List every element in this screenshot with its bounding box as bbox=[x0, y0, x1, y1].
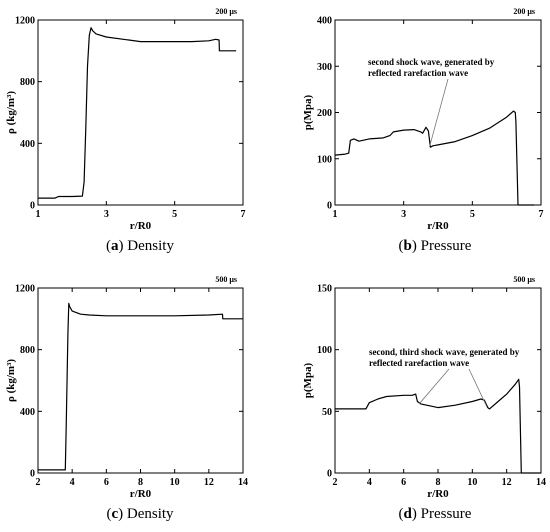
y-axis-label: p(Mpa) bbox=[302, 94, 314, 130]
panel-caption: (b) Pressure bbox=[399, 238, 472, 254]
panel-caption: (d) Pressure bbox=[399, 506, 472, 522]
caption-paren: ) bbox=[412, 238, 421, 254]
y-axis-label: p(Mpa) bbox=[302, 362, 314, 398]
x-tick-label: 8 bbox=[138, 477, 143, 488]
series-line bbox=[335, 378, 541, 474]
y-tick-label: 400 bbox=[317, 16, 332, 27]
x-tick-label: 3 bbox=[401, 209, 406, 220]
x-axis-label: r/R0 bbox=[427, 488, 449, 500]
y-axis-label: ρ (kg/m³) bbox=[5, 359, 17, 402]
y-tick-label: 400 bbox=[20, 139, 35, 150]
x-tick-label: 1 bbox=[333, 209, 338, 220]
chart-c: 2 4 6 8 10 12 14 0 400 800 1200 r/R0 ρ (kg/m³) 500 μs… bbox=[5, 275, 248, 522]
caption-paren: ( bbox=[106, 506, 111, 522]
chart-a: 1 3 5 7 0 400 800 1200 r/R0 ρ (kg/m³) 200 μs (a) De… bbox=[5, 7, 246, 254]
caption-paren: ( bbox=[399, 238, 404, 254]
time-label: 200 μs bbox=[215, 7, 237, 16]
x-tick-label: 4 bbox=[367, 477, 372, 488]
y-tick-label: 0 bbox=[327, 201, 332, 212]
y-tick-label: 0 bbox=[30, 469, 35, 480]
time-label: 500 μs bbox=[215, 275, 237, 284]
plot-frame bbox=[37, 19, 244, 206]
y-tick-label: 800 bbox=[20, 345, 35, 356]
x-tick-label: 7 bbox=[539, 209, 544, 220]
x-tick-label: 6 bbox=[104, 477, 109, 488]
panel-caption: (a) Density bbox=[106, 238, 174, 254]
panel-caption: (c) Density bbox=[106, 506, 174, 522]
x-tick-label: 4 bbox=[70, 477, 75, 488]
caption-letter: d bbox=[404, 506, 413, 522]
x-tick-label: 5 bbox=[172, 209, 177, 220]
x-tick-label: 8 bbox=[436, 477, 441, 488]
annotation-leader bbox=[429, 78, 449, 148]
x-tick-label: 14 bbox=[238, 477, 248, 488]
caption-paren: ( bbox=[106, 238, 111, 254]
y-tick-label: 400 bbox=[20, 407, 35, 418]
caption-text: Density bbox=[127, 506, 174, 522]
caption-text: Density bbox=[127, 238, 174, 254]
annotation-text: reflected rarefaction wave bbox=[369, 358, 469, 368]
x-tick-label: 5 bbox=[470, 209, 475, 220]
y-tick-label: 0 bbox=[327, 469, 332, 480]
annotation-text: second shock wave, generated by bbox=[368, 57, 495, 67]
x-tick-label: 7 bbox=[241, 209, 246, 220]
x-tick-label: 14 bbox=[536, 477, 546, 488]
series-line bbox=[334, 110, 535, 206]
annotation-leader bbox=[418, 368, 450, 405]
y-tick-label: 100 bbox=[317, 154, 332, 165]
caption-paren: ) bbox=[119, 238, 128, 254]
x-tick-label: 10 bbox=[170, 477, 180, 488]
annotation-text: reflected rarefaction wave bbox=[368, 68, 468, 78]
plot-frame bbox=[334, 19, 542, 206]
plot-frame bbox=[334, 287, 542, 474]
annotation-leader bbox=[468, 368, 487, 406]
caption-paren: ) bbox=[412, 506, 421, 522]
x-tick-label: 12 bbox=[502, 477, 512, 488]
y-tick-label: 200 bbox=[317, 108, 332, 119]
y-tick-label: 0 bbox=[30, 201, 35, 212]
x-tick-label: 3 bbox=[104, 209, 109, 220]
y-axis-label: ρ (kg/m³) bbox=[5, 91, 17, 134]
chart-b: 1 3 5 7 0 100 200 300 400 r/R0 p(Mpa) 200 μs second … bbox=[302, 7, 544, 254]
caption-letter: a bbox=[111, 238, 119, 254]
caption-letter: c bbox=[111, 506, 118, 522]
annotation-text: second, third shock wave, generated by bbox=[369, 347, 520, 357]
caption-letter: b bbox=[404, 238, 412, 254]
x-tick-label: 1 bbox=[36, 209, 41, 220]
series-line bbox=[38, 27, 237, 199]
x-tick-label: 2 bbox=[36, 477, 41, 488]
x-tick-label: 2 bbox=[333, 477, 338, 488]
x-axis-label: r/R0 bbox=[130, 220, 152, 232]
caption-paren: ) bbox=[118, 506, 127, 522]
y-tick-label: 50 bbox=[322, 407, 332, 418]
caption-paren: ( bbox=[399, 506, 404, 522]
x-tick-label: 10 bbox=[467, 477, 477, 488]
chart-d: 2 4 6 8 10 12 14 0 50 100 150 r/R0 p(Mpa) 500 μs secon… bbox=[302, 275, 546, 522]
y-tick-label: 1200 bbox=[15, 16, 35, 27]
series-line bbox=[38, 302, 243, 471]
x-axis-label: r/R0 bbox=[427, 220, 449, 232]
caption-text: Pressure bbox=[421, 238, 472, 254]
time-label: 500 μs bbox=[513, 275, 535, 284]
y-tick-label: 100 bbox=[317, 345, 332, 356]
y-tick-label: 800 bbox=[20, 77, 35, 88]
caption-text: Pressure bbox=[421, 506, 472, 522]
time-label: 200 μs bbox=[513, 7, 535, 16]
y-tick-label: 300 bbox=[317, 62, 332, 73]
x-tick-label: 12 bbox=[204, 477, 214, 488]
y-tick-label: 150 bbox=[317, 284, 332, 295]
x-axis-label: r/R0 bbox=[130, 488, 152, 500]
x-tick-label: 6 bbox=[401, 477, 406, 488]
y-tick-label: 1200 bbox=[15, 284, 35, 295]
